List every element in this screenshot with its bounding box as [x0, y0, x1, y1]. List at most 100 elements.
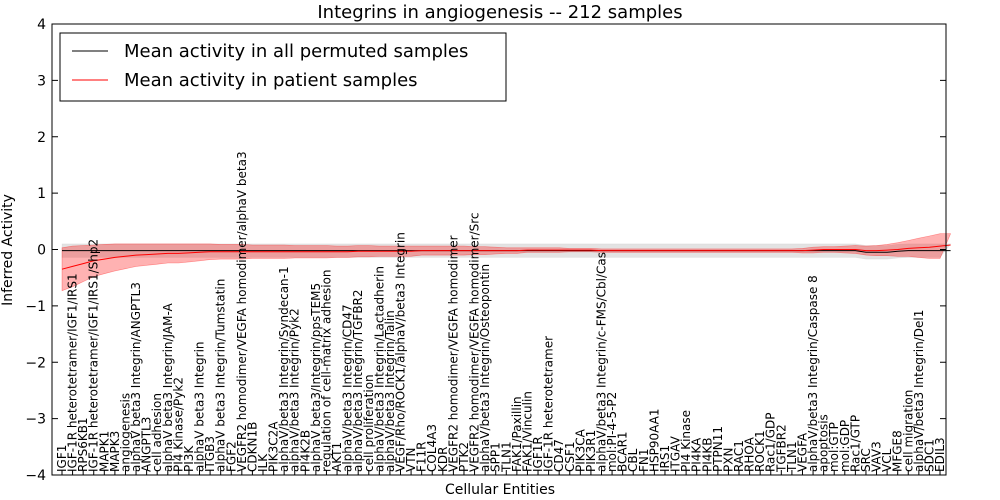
y-tick-label: 2: [37, 130, 46, 146]
entity-label: IGF-1R heterotetramer/IGF1/IRS1: [66, 273, 80, 472]
entity-label: COL4A3: [425, 424, 439, 472]
entity-label: FAK1/Paxillin: [510, 396, 524, 472]
y-tick-label: −4: [25, 468, 46, 484]
legend-item-permuted: Mean activity in all permuted samples: [124, 41, 468, 62]
entity-label: HSP90AA1: [647, 408, 661, 472]
entity-label: VAV3: [870, 441, 884, 472]
entity-label: alphaV/beta3 Integrin/Osteopontin: [478, 264, 492, 472]
entity-label: TGFBR2: [774, 424, 788, 473]
entity-label: RAC1: [732, 440, 746, 472]
entity-label: IGF1: [55, 445, 69, 472]
entity-label: TLN1: [785, 441, 799, 473]
entity-label: alphaV beta3 Integrin/ANGPTL3: [129, 282, 143, 472]
entity-label: alphaV/beta3 Integrin/Lactadherin: [372, 266, 386, 472]
entity-label: cell adhesion: [150, 393, 164, 472]
entity-label: PXN: [721, 448, 735, 472]
entity-label: PIK3C2A: [267, 421, 281, 472]
entity-label: PTK2: [457, 442, 471, 472]
y-axis-label: Inferred Activity: [0, 194, 16, 306]
entity-label: RPS6KB1: [76, 417, 90, 472]
entity-label: Rac1/GTP: [848, 415, 862, 472]
band-patient: [61, 233, 952, 292]
entity-label: PI4KA: [690, 437, 704, 472]
entity-label: cell migration: [901, 390, 915, 472]
entity-label: IRS1: [658, 445, 672, 472]
y-tick-label: 1: [37, 186, 46, 202]
entity-label: AKT1: [330, 442, 344, 472]
legend: Mean activity in all permuted samples Me…: [59, 32, 507, 102]
entity-label: CSF1: [563, 441, 577, 472]
plot-frame: [51, 23, 947, 476]
entity-label: angiogenesis: [118, 393, 132, 472]
series-lines: [61, 244, 951, 270]
y-tick-label: −2: [25, 355, 46, 371]
entity-label: alphaV/beta3 Integrin/Talin: [383, 310, 397, 472]
legend-item-patient: Mean activity in patient samples: [124, 70, 418, 91]
entity-label: alphaV/beta3 Integrin/CD47: [341, 304, 355, 472]
entity-label: alphaV beta3 Integrin/Tumstatin: [214, 279, 228, 472]
entity-label: regulation of cell-matrix adhesion: [319, 269, 333, 472]
entity-label: SRC: [859, 448, 873, 472]
entity-label: RHOA: [743, 436, 757, 472]
entity-label: Rac1/GDP: [764, 413, 778, 472]
entity-label: CDKN1B: [245, 422, 259, 472]
entity-label: mol:GDP: [838, 420, 852, 472]
entity-label: CD47: [552, 439, 566, 472]
entity-label: EDIL3: [933, 437, 947, 472]
y-tick-label: 4: [37, 17, 46, 33]
entity-label: alphaV beta3 Integrin: [193, 341, 207, 472]
entity-label: FN1: [637, 448, 651, 472]
entity-label: PI4 Kinase: [679, 410, 693, 472]
entity-label: FAK1/Vinculin: [520, 391, 534, 472]
entity-label: VEGFR2 homodimer/VEGFA homodimer: [446, 235, 460, 472]
entity-label: FGF2: [224, 441, 238, 472]
entity-label: CBL: [626, 448, 640, 472]
y-tick-label: −3: [25, 412, 46, 428]
line-patient-mean: [61, 244, 951, 270]
entity-label: alphaV/beta3 Integrin/TGFBR2: [351, 289, 365, 472]
entity-label: MFGE8: [891, 430, 905, 472]
entity-label: cell proliferation: [362, 374, 376, 472]
entity-label: ILK: [256, 453, 270, 472]
entity-label: mol:GTP: [827, 422, 841, 472]
entity-label: TLN1: [499, 441, 513, 473]
entity-label: BCAR1: [616, 431, 630, 472]
entity-label: VTN: [404, 447, 418, 472]
entity-label: alphaV beta3/Integrin/ppsTEM5: [309, 283, 323, 472]
entity-label: alphaV/beta3 Integrin/Caspase 8: [806, 275, 820, 472]
entity-label: IGF-1R heterotetramer: [542, 336, 556, 472]
entity-label: IGF1R: [531, 436, 545, 472]
entity-label: VEGFR2 homodimer/VEGFA homodimer/alphaV …: [235, 151, 249, 472]
y-tick-label: 0: [37, 243, 46, 259]
entity-label: alphaV/beta3 Integrin/Syndecan-1: [277, 266, 291, 472]
entity-label: alphaV/beta3 Integrin/Del1: [912, 310, 926, 472]
legend-box: [59, 32, 507, 102]
entity-label: PI4 Kinase/Pyk2: [171, 377, 185, 472]
entity-label: VCL: [880, 448, 894, 472]
entity-label: KDR: [436, 447, 450, 472]
entity-label: SPP1: [489, 442, 503, 472]
entity-label: PI4KB: [700, 437, 714, 472]
entity-label: PIK3R1: [584, 430, 598, 472]
entity-label: PI3K: [182, 445, 196, 472]
y-tick-label: −1: [25, 299, 46, 315]
entity-label: ROCK1: [753, 430, 767, 472]
entity-label: apoptosis: [817, 414, 831, 472]
y-tick-label: 3: [37, 73, 46, 89]
entity-label: MAPK3: [108, 431, 122, 472]
entity-label: alphaV/beta3 Integrin/c-FMS/Cbl/Cas: [594, 252, 608, 472]
entity-label: VEGFR2 homodimer/VEGFA homodimer/Src: [468, 212, 482, 472]
entity-label: ANGPTL3: [140, 417, 154, 472]
entity-label: ITGAV: [669, 435, 683, 472]
entity-label: PI4K2B: [298, 430, 312, 472]
entity-label: PIK3CA: [573, 428, 587, 472]
entity-label: F11R: [415, 441, 429, 472]
entity-label: IGF-1R heterotetramer/IGF1/IRS1/Shp2: [87, 239, 101, 472]
y-axis: −4 −3 −2 −1 0 1 2 3 4: [25, 17, 946, 484]
entity-label: MAPK1: [97, 431, 111, 472]
entity-label: alphaV beta3 Integrin/JAM-A: [161, 302, 175, 472]
entity-label: PTPN11: [711, 426, 725, 472]
entity-label: SDC1: [922, 439, 936, 472]
